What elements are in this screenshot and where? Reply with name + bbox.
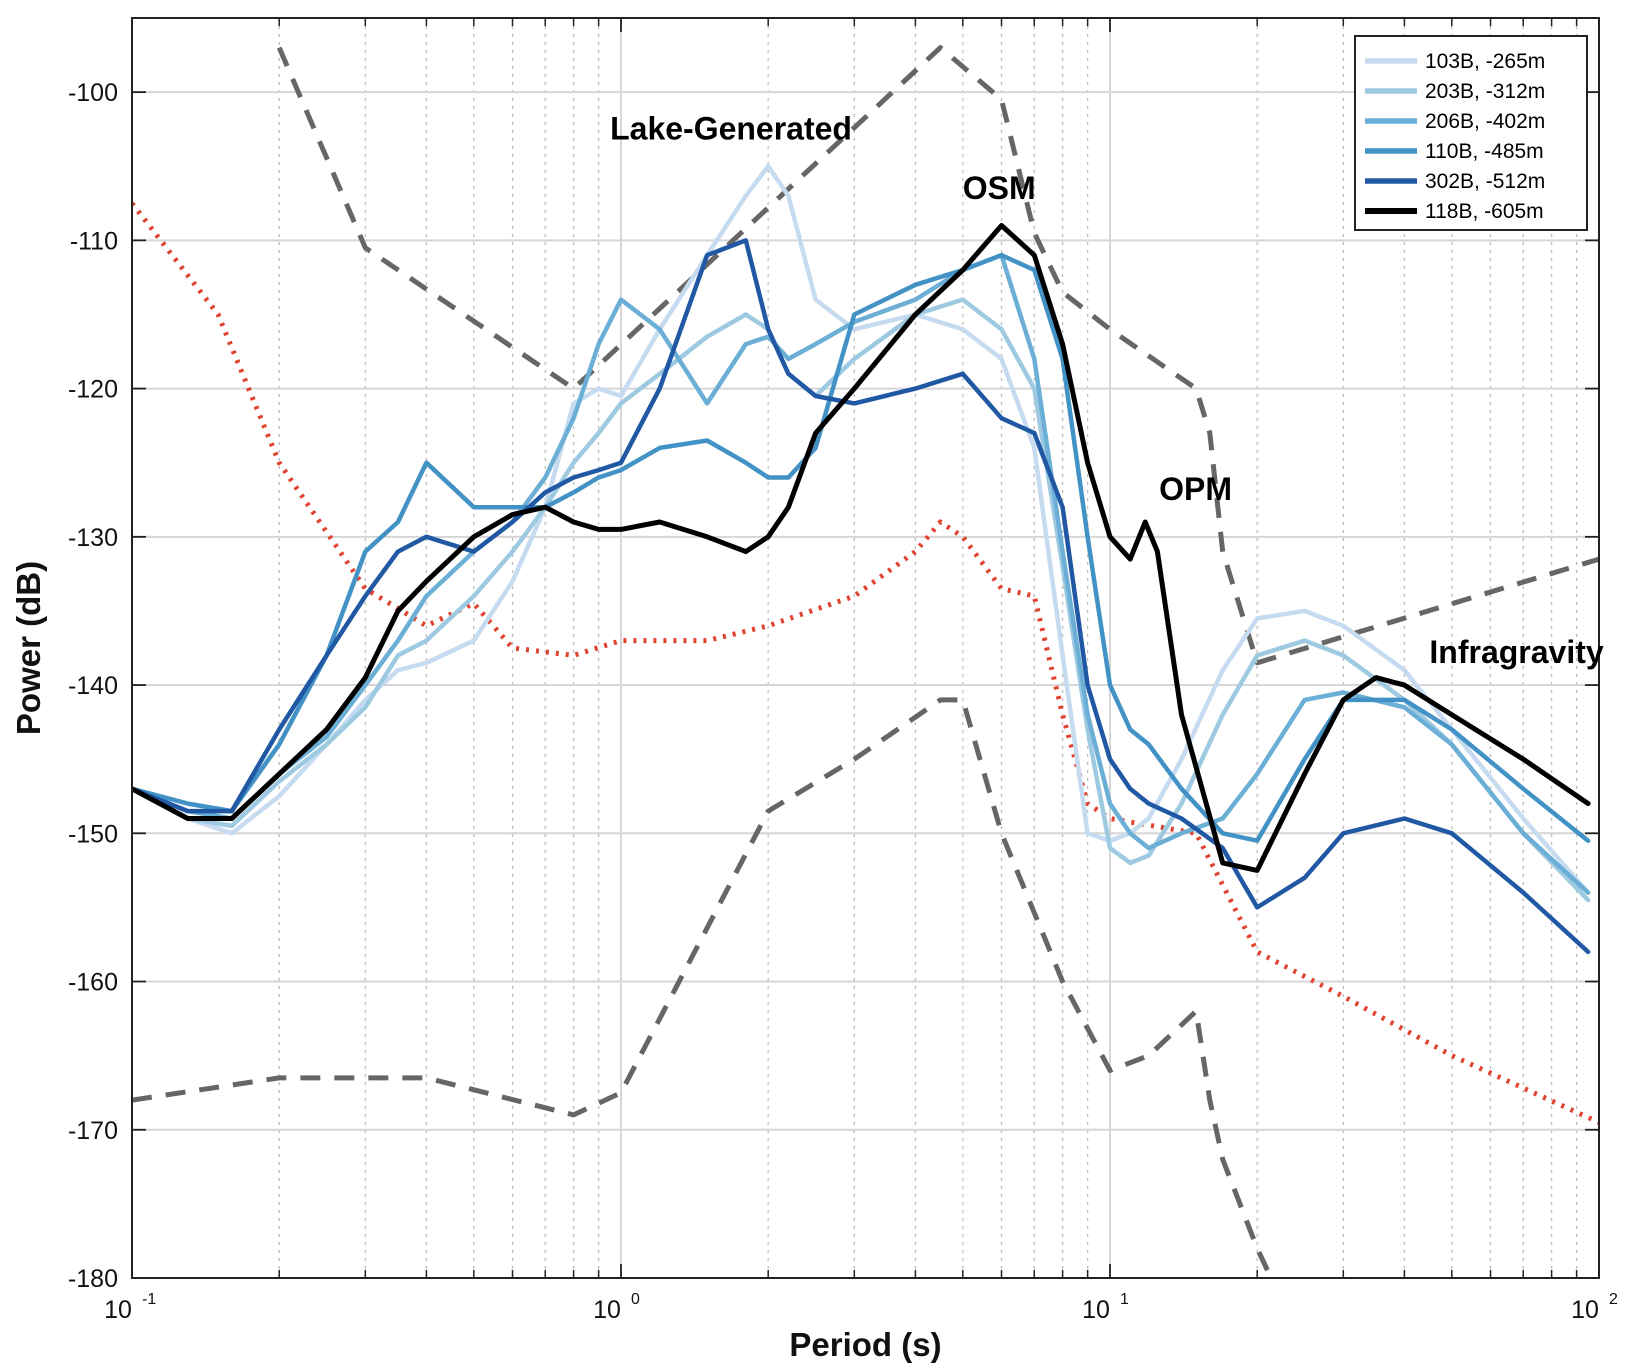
x-tick-label: 10 <box>1571 1296 1599 1324</box>
legend-label: 110B, -485m <box>1425 140 1544 163</box>
series-line-302b-512m <box>132 238 1591 955</box>
series-line-118b-605m <box>132 223 1591 873</box>
y-tick-label: -160 <box>68 969 118 997</box>
series-layer <box>132 45 1599 1278</box>
legend-label: 206B, -402m <box>1425 110 1545 133</box>
annotations: Lake-Generated OSM OPM Infragravity <box>610 111 1604 670</box>
x-tick-label: 10 <box>104 1296 132 1324</box>
y-tick-label: -100 <box>68 79 118 107</box>
x-tick-exponent: -1 <box>142 1291 156 1308</box>
legend-label: 203B, -312m <box>1425 80 1545 103</box>
x-tick-exponent: 2 <box>1609 1291 1618 1308</box>
series-line-low-model <box>132 697 1274 1278</box>
x-tick-exponent: 1 <box>1120 1291 1129 1308</box>
y-tick-label: -180 <box>68 1265 118 1293</box>
annotation-osm: OSM <box>963 170 1036 206</box>
series-line-110b-485m <box>132 252 1591 843</box>
y-tick-label: -170 <box>68 1117 118 1145</box>
x-tick-label: 10 <box>593 1296 621 1324</box>
plot-frame <box>131 17 1600 1279</box>
legend-box <box>1354 35 1588 231</box>
y-tick-label: -150 <box>68 820 118 848</box>
x-tick-label: 10 <box>1082 1296 1110 1324</box>
series-line-high-model <box>276 45 1599 666</box>
legend-label: 103B, -265m <box>1425 50 1545 73</box>
annotation-opm: OPM <box>1159 471 1232 507</box>
annotation-infragravity: Infragravity <box>1429 634 1603 670</box>
x-tick-exponent: 0 <box>631 1291 640 1308</box>
y-tick-label: -140 <box>68 672 118 700</box>
axes: 10 -1 10 0 10 1 10 2-100-110-120-130-140-150-16… <box>10 17 1618 1363</box>
annotation-lake-generated: Lake-Generated <box>610 111 852 147</box>
y-tick-label: -120 <box>68 376 118 404</box>
y-tick-label: -130 <box>68 524 118 552</box>
x-axis-title: Period (s) <box>789 1326 941 1363</box>
y-axis-title: Power (dB) <box>10 561 47 735</box>
series-line-206b-402m <box>132 252 1591 895</box>
legend: 103B, -265m 203B, -312m 206B, -402m 110B, -… <box>1354 35 1588 231</box>
series-line-103b-265m <box>132 163 1591 895</box>
y-tick-label: -110 <box>70 227 118 255</box>
legend-label: 118B, -605m <box>1425 200 1544 223</box>
legend-label: 302B, -512m <box>1425 170 1545 193</box>
